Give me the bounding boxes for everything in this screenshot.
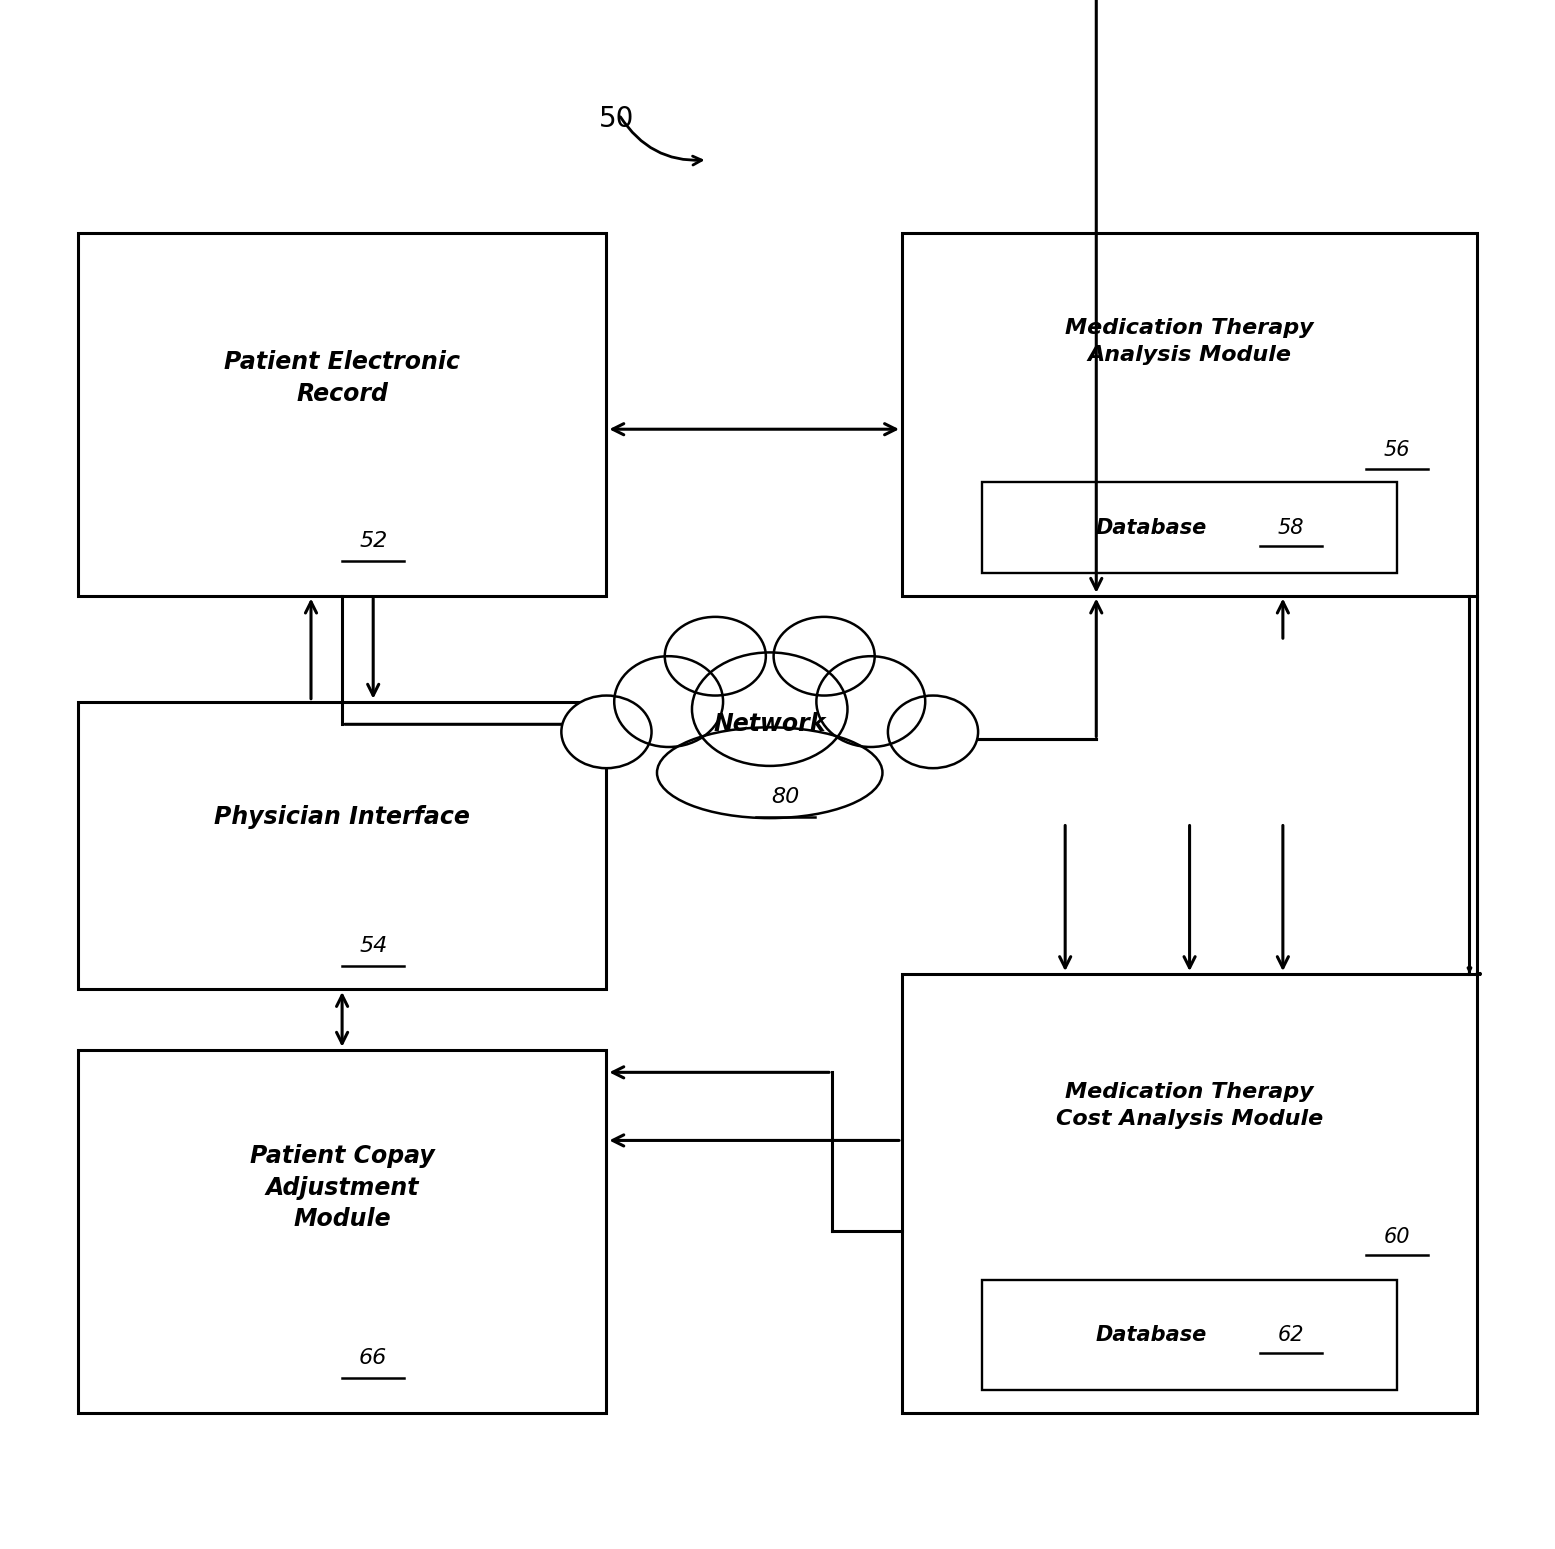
Text: 66: 66 (359, 1348, 387, 1368)
Text: 60: 60 (1384, 1227, 1410, 1247)
Ellipse shape (774, 617, 875, 696)
Text: Medication Therapy
Analysis Module: Medication Therapy Analysis Module (1065, 318, 1314, 364)
Text: 52: 52 (359, 531, 387, 551)
Text: Database: Database (1095, 517, 1207, 538)
Bar (983, 482, 1396, 573)
Text: Database: Database (1095, 1326, 1207, 1345)
Ellipse shape (888, 696, 978, 768)
Bar (902, 232, 1477, 596)
Bar (78, 702, 606, 990)
Ellipse shape (816, 657, 925, 747)
Text: Network: Network (714, 713, 826, 736)
Ellipse shape (658, 728, 883, 818)
Bar (78, 1050, 606, 1413)
Ellipse shape (692, 652, 847, 765)
Ellipse shape (614, 657, 723, 747)
Text: 58: 58 (1277, 517, 1305, 538)
Text: Patient Electronic
Record: Patient Electronic Record (224, 350, 460, 406)
Text: 54: 54 (359, 936, 387, 956)
Text: 50: 50 (599, 105, 634, 133)
Ellipse shape (666, 617, 765, 696)
Bar (78, 232, 606, 596)
Text: Patient Copay
Adjustment
Module: Patient Copay Adjustment Module (250, 1145, 434, 1231)
Text: 80: 80 (771, 787, 799, 807)
Text: Physician Interface: Physician Interface (215, 804, 470, 829)
Ellipse shape (561, 696, 652, 768)
Text: Medication Therapy
Cost Analysis Module: Medication Therapy Cost Analysis Module (1056, 1083, 1323, 1129)
Bar (902, 974, 1477, 1413)
Bar (983, 1281, 1396, 1389)
Text: 56: 56 (1384, 440, 1410, 460)
Text: 62: 62 (1277, 1326, 1305, 1345)
